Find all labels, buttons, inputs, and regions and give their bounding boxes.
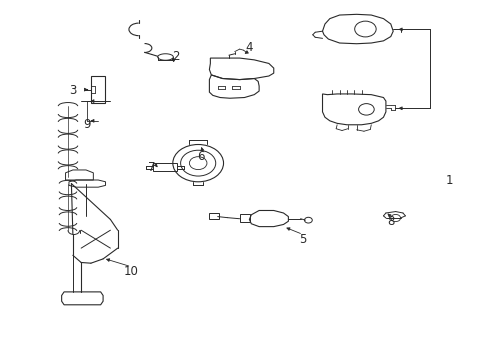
Text: 3: 3 [69, 84, 77, 97]
Text: 7: 7 [148, 161, 155, 174]
Text: 6: 6 [197, 150, 204, 163]
Text: 5: 5 [299, 233, 306, 246]
Bar [153, 163, 177, 171]
Text: 9: 9 [83, 118, 91, 131]
Text: 2: 2 [172, 50, 180, 63]
Bar [239, 215, 250, 222]
Bar [91, 76, 104, 103]
Text: 8: 8 [386, 215, 394, 228]
Bar [209, 213, 219, 220]
Text: 4: 4 [245, 41, 253, 54]
Text: 10: 10 [123, 265, 139, 278]
Text: 1: 1 [445, 174, 452, 186]
